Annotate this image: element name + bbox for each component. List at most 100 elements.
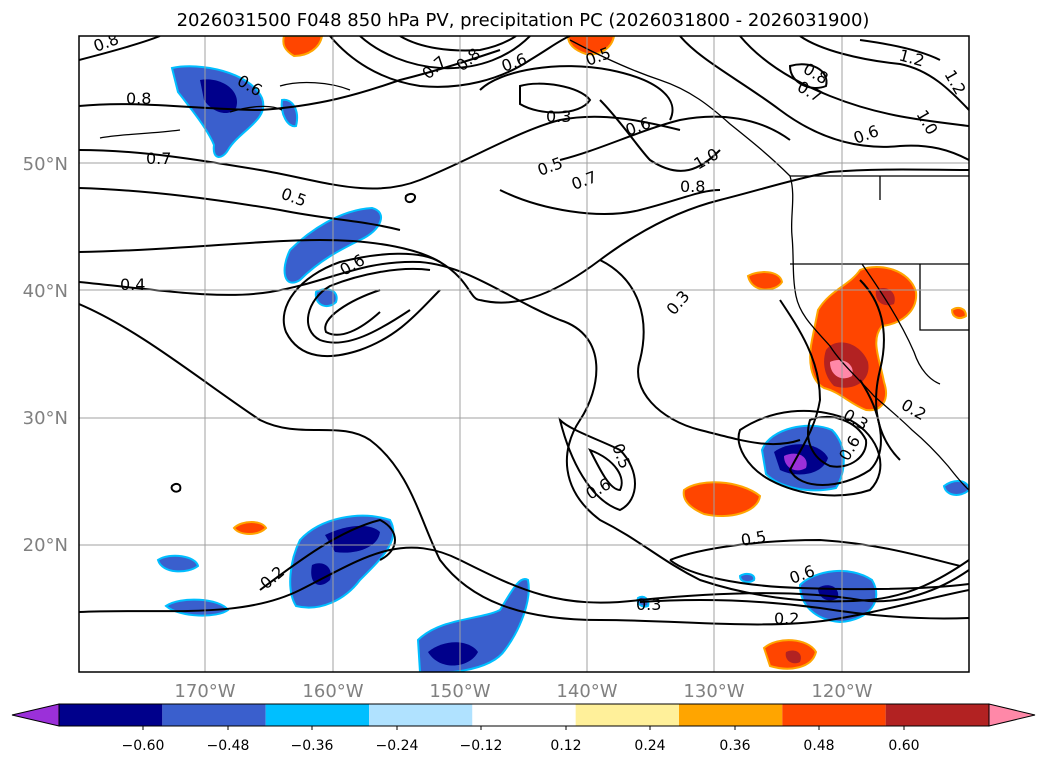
precip-positive-core [785,650,801,664]
colorbar-extend-max [988,703,1036,727]
pv-contour [799,36,969,111]
latitude-labels: 50°N 40°N 30°N 20°N [23,154,68,556]
pv-contour [79,36,161,61]
colorbar-ticks: −0.60 −0.48 −0.36 −0.24 −0.12 0.12 0.24 … [122,738,920,754]
precip-areas [156,36,969,672]
lon-label-140w: 140°W [556,681,617,702]
lon-label-150w: 150°W [429,681,490,702]
coastline [99,39,969,491]
precip-negative-area [738,572,756,584]
north-america-coast [569,39,969,491]
north-america-border [790,175,969,385]
pv-contour [679,36,969,161]
colorbar-segment [885,704,989,726]
precip-positive-peak [830,359,853,379]
pv-contour [739,36,969,127]
pv-contour [329,36,571,88]
contour-label: 0.7 [146,149,171,168]
colorbar-frame [58,703,990,727]
precip-positive-area [566,36,616,56]
pv-contour [479,168,969,304]
pv-contour [788,63,828,89]
colorbar-segment [782,704,886,726]
precip-negative-core [325,525,380,553]
colorbar-tick-label: −0.24 [376,738,419,754]
pv-contour [79,187,401,231]
pv-contour [499,189,721,215]
pv-contour [282,252,441,358]
contour-label: 0.8 [126,89,151,108]
colorbar-tick-label: 0.36 [719,738,750,754]
precip-negative-core [200,79,238,114]
colorbar-segment [679,704,783,726]
alaska-coast [99,81,351,139]
map-area: 0.8 0.6 0.8 0.7 0.5 0.4 0.6 0.7 0.8 0.6 … [79,36,969,672]
precip-positive-area [682,481,762,517]
lon-label-130w: 130°W [683,681,744,702]
map-frame [78,35,970,673]
precip-positive-area [282,36,324,58]
contour-label: 0.2 [774,609,799,628]
gridlines [79,36,969,672]
lon-label-160w: 160°W [302,681,363,702]
contour-label: 0.5 [739,527,767,550]
colorbar-tick-label: −0.12 [460,738,503,754]
precip-negative-core [428,642,478,666]
pv-contour [79,303,969,626]
contour-label: 0.3 [546,107,571,126]
colorbar-segment [472,704,576,726]
precip-positive-area [232,521,268,535]
pv-contour [259,518,396,591]
colorbar-tick-label: 0.60 [888,738,919,754]
pv-contour [859,39,941,61]
pv-contour [669,538,969,591]
lon-label-120w: 120°W [811,681,872,702]
precip-negative-core [311,563,331,585]
colorbar-segment [575,704,679,726]
pv-contour [599,99,721,172]
precip-negative-area [170,65,265,158]
pv-contour [859,279,901,461]
contour-label: 0.4 [120,275,145,294]
lat-label-20n: 20°N [23,535,68,556]
contour-label: 0.8 [680,177,705,196]
precip-negative-area [942,480,969,496]
pv-contour [519,82,592,114]
lon-label-170w: 170°W [174,681,235,702]
pv-contour [79,238,481,301]
colorbar-tick-label: −0.36 [291,738,334,754]
precip-negative-area [314,288,338,308]
colorbar-segment [369,704,473,726]
pv-contours [79,36,969,626]
contour-label: 0.3 [636,595,661,614]
pv-contour [307,267,431,344]
pv-contour [324,289,381,336]
pv-contour [639,599,969,620]
precip-positive-area [950,307,968,319]
colorbar-segment [59,704,163,726]
colorbar [11,703,1036,730]
lat-label-40n: 40°N [23,281,68,302]
precip-negative-area [156,554,200,573]
pv-contour [558,416,636,512]
colorbar-tick-label: 0.12 [550,738,581,754]
precip-positive-area [746,271,784,291]
colorbar-tick-label: 0.24 [634,738,665,754]
lat-label-30n: 30°N [23,408,68,429]
pv-contour [807,415,868,468]
colorbar-segment [162,704,266,726]
pv-contour [779,299,882,486]
chart-title: 2026031500 F048 850 hPa PV, precipitatio… [177,10,870,31]
pv-contour [737,409,882,497]
pv-contour [479,65,674,121]
colorbar-tick-label: −0.60 [122,738,165,754]
pv-contour [399,36,517,52]
colorbar-tick-label: −0.48 [207,738,250,754]
colorbar-tick-label: 0.48 [803,738,834,754]
pv-contour [599,259,801,446]
pv-contour [79,115,681,190]
colorbar-extend-min [11,703,60,727]
lat-label-50n: 50°N [23,154,68,175]
